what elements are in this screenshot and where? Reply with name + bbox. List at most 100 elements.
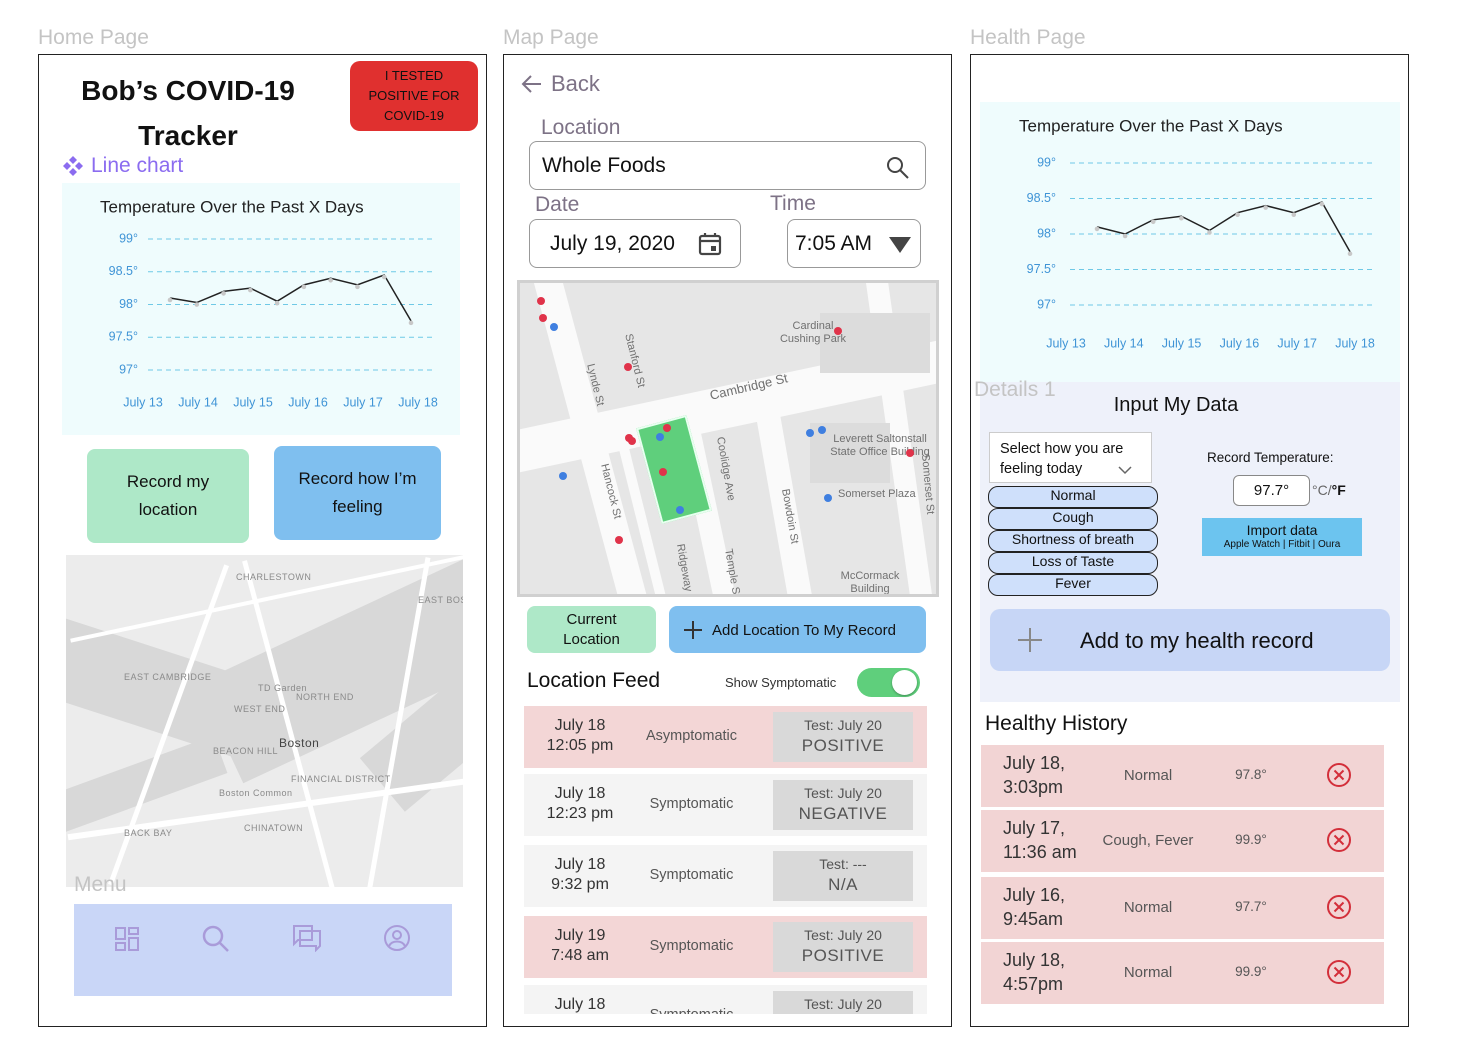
feed-row: July 18 12:05 pm Asymptomatic Test: July 20… (524, 706, 927, 768)
app-title: Bob’s COVID-19 Tracker (81, 75, 295, 151)
y-tick-label: 98° (119, 297, 138, 311)
location-search[interactable]: Whole Foods (529, 141, 926, 190)
map-label: CHARLESTOWN (236, 572, 312, 582)
x-tick-label: July 14 (178, 395, 218, 409)
data-point (1235, 212, 1240, 217)
temp-input[interactable]: 97.7° (1233, 475, 1310, 506)
symptom-option[interactable]: Shortness of breath (988, 530, 1158, 552)
data-point (221, 291, 226, 296)
back-arrow[interactable] (521, 74, 543, 94)
map-pin (624, 363, 632, 371)
history-symptoms: Cough, Fever (1102, 832, 1194, 849)
history-temp: 97.8° (1235, 767, 1267, 782)
data-point (274, 300, 280, 306)
symptom-option[interactable]: Normal (988, 486, 1158, 508)
data-point (328, 278, 333, 283)
map-pin (537, 297, 545, 305)
data-point (167, 297, 173, 303)
y-tick-label: 98° (1037, 226, 1056, 240)
temperature-line (169, 274, 412, 322)
map-label: Stanford St (622, 332, 648, 389)
feed-datetime: July 18 (524, 995, 636, 1014)
chat-icon[interactable] (292, 924, 322, 952)
history-date: July 17, 11:36 am (1003, 818, 1077, 862)
history-row: July 16, 9:45am Normal 97.7° (981, 877, 1384, 939)
delete-ring (1327, 895, 1351, 919)
map-pin (824, 494, 832, 502)
field-label: Location (541, 116, 621, 139)
delete-cross (1333, 834, 1345, 846)
delete-icon[interactable] (1326, 762, 1352, 788)
current-location-button[interactable]: Current Location (527, 606, 656, 653)
map-label: Ridgeway (674, 542, 695, 593)
delete-icon[interactable] (1326, 959, 1352, 985)
y-tick-label: 99° (119, 231, 138, 245)
map-label: EAST BOSTON (418, 595, 463, 605)
time-picker[interactable]: 7:05 AM (787, 219, 921, 268)
back-link[interactable]: Back (551, 71, 600, 96)
y-tick-label: 99° (1037, 155, 1056, 169)
map-label: Leverett Saltonstall State Office Buildi… (830, 433, 930, 458)
feed-status: Symptomatic (649, 938, 734, 954)
history-date: July 18, 4:57pm (1003, 950, 1066, 994)
symptomatic-toggle[interactable] (857, 668, 920, 697)
map-label: McCormack Building (840, 570, 900, 595)
data-point (1122, 233, 1128, 239)
delete-ring (1327, 763, 1351, 787)
data-point (301, 284, 307, 290)
add-location-button[interactable]: Add Location To My Record (669, 606, 926, 653)
feed-time: 7:48 am (551, 947, 609, 964)
feeling-select[interactable]: Select how you are feeling today (989, 432, 1152, 483)
data-point (1150, 219, 1156, 225)
date-picker[interactable]: July 19, 2020 (529, 219, 741, 268)
x-tick-label: July 18 (1335, 336, 1375, 350)
search-icon[interactable] (886, 156, 910, 180)
map-label: Coolidge Ave (714, 435, 738, 502)
map-pin (659, 468, 667, 476)
history-date: July 16, 9:45am (1003, 885, 1066, 929)
symptom-option[interactable]: Loss of Taste (988, 552, 1158, 574)
frame-label: Map Page (503, 26, 599, 49)
y-tick-label: 97.5° (1027, 262, 1056, 276)
x-tick-label: July 17 (1277, 336, 1317, 350)
import-button[interactable]: Import data Apple Watch | Fitbit | Oura (1202, 518, 1362, 556)
history-temp: 99.9° (1235, 964, 1267, 979)
delete-cross (1333, 901, 1345, 913)
profile-icon[interactable] (383, 924, 411, 952)
map-pin (818, 426, 826, 434)
feed-date: July 19 (554, 927, 606, 944)
unit-toggle[interactable]: °C/°F (1312, 482, 1346, 498)
data-point (408, 320, 414, 326)
frame-label: Health Page (970, 26, 1086, 49)
symptom-option[interactable]: Fever (988, 574, 1158, 596)
record-location-button[interactable]: Record my location (87, 449, 249, 543)
test-date: Test: July 20 (804, 927, 882, 943)
dropdown-arrow (889, 237, 911, 253)
menu-label: Menu (74, 873, 127, 896)
map-pin (806, 429, 814, 437)
delete-icon[interactable] (1326, 894, 1352, 920)
section-label: Line chart (91, 154, 184, 177)
map-pin (663, 424, 671, 432)
history-title: Healthy History (985, 712, 1128, 735)
delete-icon[interactable] (1326, 827, 1352, 853)
positive-button[interactable]: I TESTED POSITIVE FOR COVID-19 (350, 61, 478, 131)
test-date: Test: --- (819, 856, 867, 872)
symptom-option[interactable]: Cough (988, 508, 1158, 530)
record-feeling-button[interactable]: Record how I’m feeling (274, 446, 441, 540)
feed-time: 12:05 pm (546, 737, 614, 754)
button-text: Import data (1246, 522, 1318, 538)
x-tick-label: July 14 (1104, 336, 1144, 350)
add-record-button[interactable]: Add to my health record (990, 609, 1390, 671)
history-temp: 97.7° (1235, 899, 1267, 914)
home-icon[interactable] (114, 926, 140, 952)
history-symptoms: Normal (1123, 899, 1173, 916)
feed-datetime: July 18 12:05 pm (524, 716, 636, 756)
map-label: CHINATOWN (244, 823, 304, 833)
test-box: Test: July 20 POSITIVE (773, 922, 913, 972)
plus-icon (1018, 628, 1042, 652)
map-pin (676, 506, 684, 514)
toggle-label: Show Symptomatic (725, 675, 837, 690)
search-icon[interactable] (201, 924, 231, 954)
chevron (1118, 466, 1132, 475)
